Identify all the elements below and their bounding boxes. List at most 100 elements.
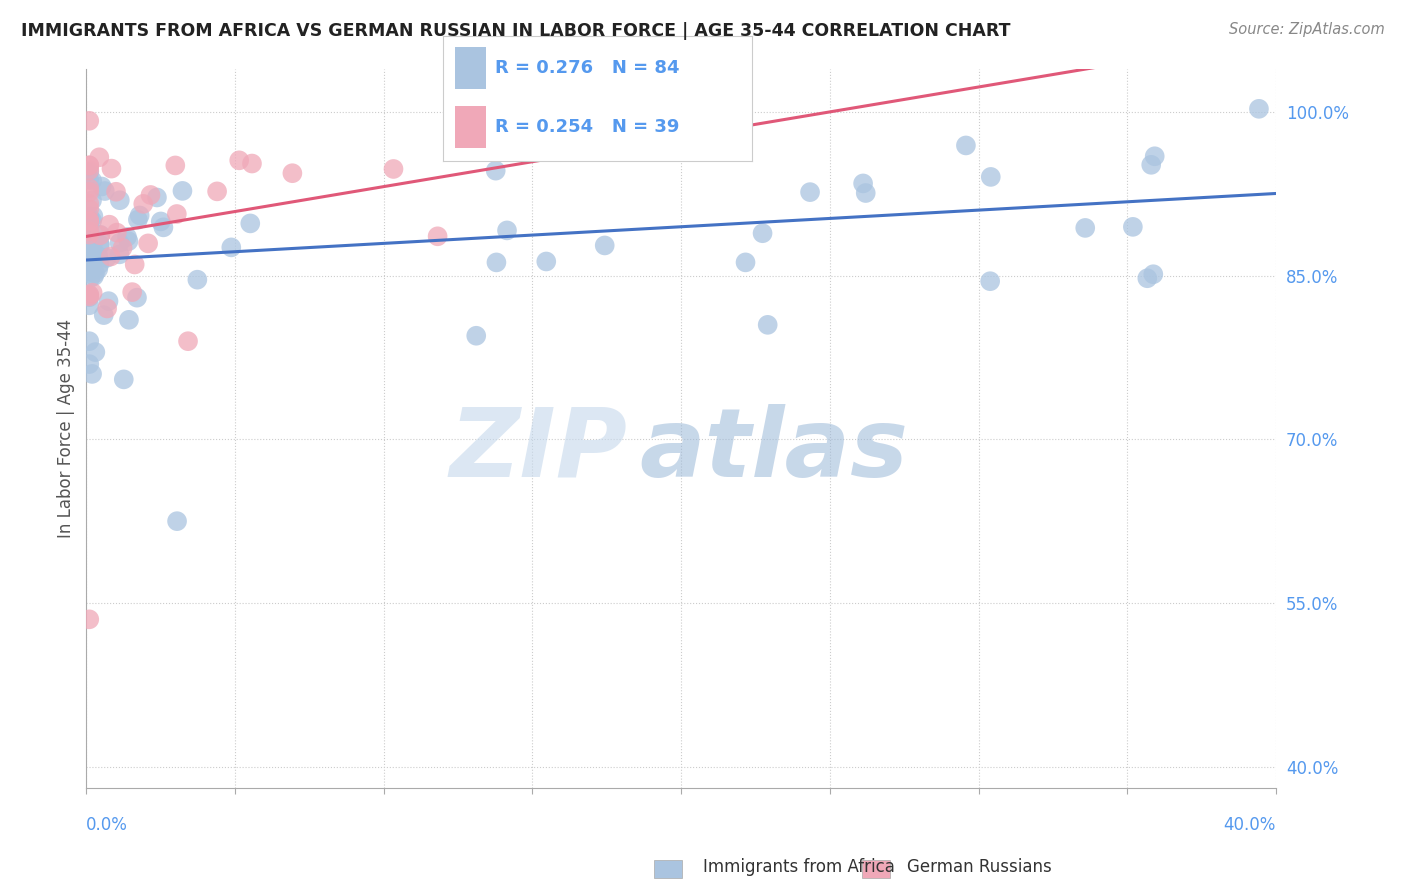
Point	[98, 218, 121, 232]
Text: R = 0.276   N = 84: R = 0.276 N = 84	[495, 59, 681, 77]
Point	[852, 177, 875, 191]
Point	[1142, 267, 1164, 281]
Point	[89, 238, 111, 252]
Point	[89, 236, 111, 251]
Point	[105, 185, 128, 199]
Point	[100, 161, 122, 176]
Point	[77, 159, 100, 173]
Point	[536, 254, 558, 268]
Point	[89, 227, 111, 242]
Point	[108, 193, 131, 207]
Point	[89, 257, 111, 271]
Point	[77, 113, 100, 128]
Point	[77, 217, 100, 231]
Point	[108, 235, 131, 250]
Point	[77, 288, 100, 302]
Bar	[456, 105, 486, 148]
Point	[1143, 149, 1166, 163]
Point	[1074, 221, 1097, 235]
Point	[77, 227, 100, 242]
Point	[799, 185, 821, 199]
Point	[77, 224, 100, 238]
Point	[121, 285, 143, 299]
Point	[82, 238, 104, 252]
Point	[465, 328, 488, 343]
Point	[128, 209, 150, 223]
Text: IMMIGRANTS FROM AFRICA VS GERMAN RUSSIAN IN LABOR FORCE | AGE 35-44 CORRELATION : IMMIGRANTS FROM AFRICA VS GERMAN RUSSIAN…	[21, 22, 1011, 40]
Point	[77, 211, 100, 226]
Point	[77, 255, 100, 269]
Point	[980, 169, 1002, 184]
Point	[636, 145, 658, 160]
Point	[496, 223, 519, 237]
Point	[105, 226, 128, 240]
Point	[77, 213, 100, 227]
Point	[82, 213, 104, 227]
Text: ZIP: ZIP	[450, 403, 627, 497]
Point	[79, 271, 101, 285]
Point	[77, 158, 100, 172]
Point	[1136, 271, 1159, 285]
Point	[125, 291, 148, 305]
Point	[205, 185, 228, 199]
Point	[77, 357, 100, 371]
Point	[77, 185, 100, 199]
Point	[77, 242, 100, 256]
Point	[1140, 158, 1163, 172]
Point	[751, 226, 773, 240]
Point	[89, 228, 111, 243]
Point	[84, 266, 107, 280]
Point	[84, 345, 107, 359]
Point	[115, 230, 138, 244]
Point	[77, 288, 100, 302]
Point	[82, 367, 104, 381]
Point	[77, 172, 100, 186]
Point	[1122, 219, 1144, 234]
Text: atlas: atlas	[640, 403, 908, 497]
Point	[524, 125, 547, 139]
Point	[77, 265, 100, 279]
Point	[132, 197, 155, 211]
Point	[82, 173, 104, 187]
Point	[124, 258, 146, 272]
Point	[979, 274, 1001, 288]
Point	[89, 150, 111, 164]
Point	[77, 209, 100, 223]
Point	[111, 241, 134, 255]
Point	[165, 158, 187, 172]
Point	[77, 262, 100, 277]
Point	[79, 243, 101, 257]
Point	[77, 334, 100, 349]
Point	[82, 285, 104, 300]
Text: 40.0%: 40.0%	[1223, 815, 1277, 834]
Point	[139, 188, 162, 202]
Text: Source: ZipAtlas.com: Source: ZipAtlas.com	[1229, 22, 1385, 37]
Point	[100, 250, 122, 264]
Point	[77, 196, 100, 211]
Point	[756, 318, 779, 332]
Point	[734, 255, 756, 269]
Point	[172, 184, 194, 198]
Point	[127, 212, 149, 227]
Point	[77, 612, 100, 626]
Point	[77, 163, 100, 178]
Point	[166, 207, 188, 221]
Point	[240, 156, 263, 170]
Y-axis label: In Labor Force | Age 35-44: In Labor Force | Age 35-44	[58, 318, 75, 538]
Point	[77, 262, 100, 277]
Point	[219, 240, 242, 254]
Point	[146, 190, 169, 204]
Point	[426, 229, 449, 244]
Point	[83, 269, 105, 284]
Point	[485, 255, 508, 269]
Point	[177, 334, 200, 349]
Point	[1247, 102, 1270, 116]
Point	[77, 289, 100, 303]
Point	[855, 186, 877, 200]
Point	[108, 247, 131, 261]
Point	[87, 249, 110, 263]
Point	[87, 262, 110, 277]
Point	[82, 209, 104, 223]
Point	[136, 236, 159, 251]
Text: Immigrants from Africa: Immigrants from Africa	[703, 858, 894, 876]
